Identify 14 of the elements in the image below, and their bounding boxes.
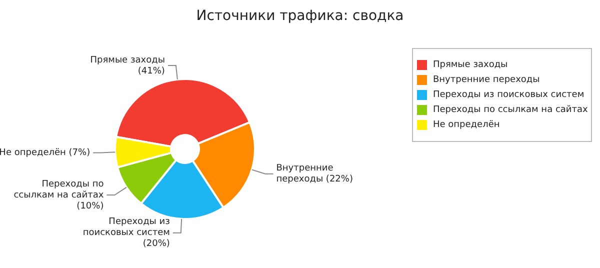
- legend-label: Переходы по ссылкам на сайтах: [433, 105, 588, 115]
- legend-label: Переходы из поисковых систем: [433, 90, 584, 100]
- slice-label: Прямые заходы: [90, 55, 165, 66]
- slice-label: Переходы по ссылкам на сайтах: [14, 179, 104, 200]
- data-label: (41%): [138, 66, 165, 76]
- slice-label: Переходы из поисковых систем: [82, 217, 170, 238]
- data-label: (20%): [142, 239, 170, 250]
- legend-label: Прямые заходы: [433, 60, 508, 70]
- category-label: Не определён (7%): [0, 148, 90, 158]
- legend-label: Не определён: [433, 120, 500, 130]
- category-label: Внутренние переходы (22%): [276, 164, 353, 185]
- legend-label: Внутренние переходы: [433, 75, 540, 85]
- data-label: (10%): [76, 201, 104, 212]
- chart-title: Источники трафика: сводка: [195, 8, 405, 24]
